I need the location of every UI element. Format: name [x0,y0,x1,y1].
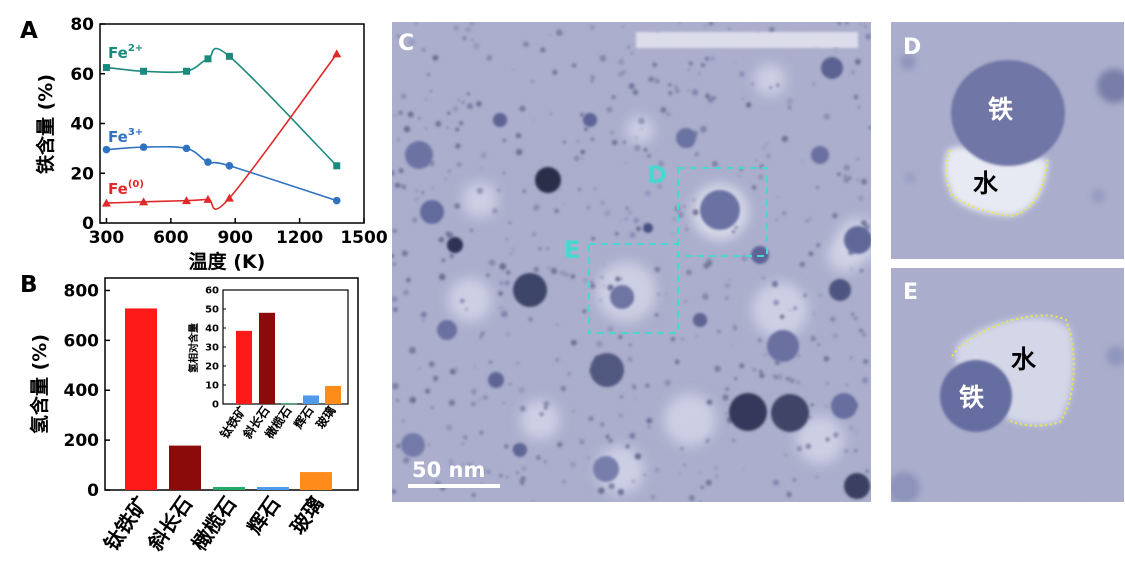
panel-label-d: D [903,35,921,60]
series-label-2: Fe(0) [108,179,144,198]
inset-y-tick-label: 60 [205,286,219,297]
y-tick-label-b: 600 [64,331,100,351]
x-axis-label-a: 温度 (K) [189,250,266,273]
data-point [332,49,342,58]
data-point [225,161,234,170]
zoom-box-label-e: E [564,236,580,264]
data-point [102,145,111,154]
data-point [332,196,341,205]
data-point [204,158,212,166]
inset-y-tick-label: 20 [205,362,219,373]
panel-e-zoom [891,268,1124,502]
y-tick-label-b: 0 [87,481,99,501]
series-line-1 [106,145,337,202]
y-axis-a: 0 20 40 60 80 [70,15,105,234]
x-tick-label-a: 1200 [276,228,323,248]
category-label-b: 钛铁矿 [99,492,153,555]
series-labels-a: Fe2+ Fe3+ Fe(0) [108,43,144,198]
y-tick-label-b: 200 [64,431,100,451]
y-tick-label-a: 80 [70,15,94,35]
panel-label-a: A [20,18,38,44]
data-point [333,162,341,170]
x-tick-label-a: 1500 [340,228,387,248]
y-tick-label-a: 0 [82,214,94,234]
water-label-e: 水 [1011,345,1037,374]
iron-label-e: 铁 [959,383,984,412]
bar-1 [169,445,201,490]
y-tick-label-a: 40 [70,115,94,135]
data-point [181,196,191,205]
inset-bar-0 [236,330,252,404]
data-point [224,193,234,202]
y-axis-label-a: 铁含量 (%) [34,74,57,174]
water-outline-e [951,314,1075,427]
inset-category-label: 玻璃 [312,403,338,431]
panel-label-c: C [398,31,414,56]
water-outline-d [945,149,1049,218]
data-point [203,194,213,203]
series-label-1: Fe3+ [108,127,143,146]
iron-label-d: 铁 [988,95,1013,124]
water-label-d: 水 [973,169,999,198]
inset-bar-2 [281,403,297,405]
inset-bar-4 [325,385,341,404]
series-group-a [101,47,342,210]
y-axis-b: 0 200 400 600 800 [64,281,110,501]
bar-3 [257,487,289,490]
inset-y-tick-label: 10 [205,381,219,392]
bar-2 [213,487,245,490]
data-point [182,144,191,153]
data-point [182,67,190,75]
zoom-box-label-d: D [647,161,667,189]
inset-bar-1 [259,312,275,404]
inset-y-tick-label: 0 [212,400,219,411]
y-axis-label-b: 氢含量 (%) [28,334,51,434]
inset-y-tick-label: 40 [205,324,219,335]
x-tick-label-a: 600 [153,228,189,248]
redacted-strip [636,32,858,48]
inset-bar-3 [303,395,319,404]
data-point [204,55,212,63]
data-point [139,143,148,151]
inset-y-tick-label: 30 [205,343,219,354]
series-label-0: Fe2+ [108,43,143,62]
y-tick-label-a: 60 [70,65,94,85]
data-point [102,64,110,72]
inset-category-label: 辉石 [291,404,316,432]
panel-label-b: B [20,272,38,298]
inset-bars [236,312,341,405]
data-point [225,52,233,60]
panel-label-e: E [903,280,918,305]
scale-bar-label: 50 nm [412,458,485,482]
bar-4 [300,472,332,490]
panel-a-line-chart: A 0 20 40 60 80 300 600 900 1200 1500 铁含量 (%) 温度… [20,15,388,273]
y-tick-label-a: 20 [70,164,94,184]
panel-c-micrograph [392,22,871,502]
bar-0 [125,308,157,490]
panel-d-zoom [891,22,1124,259]
category-label-b: 橄榄石 [187,492,241,555]
data-point [101,198,111,207]
bars-b [125,308,332,490]
x-tick-label-a: 900 [217,228,253,248]
y-tick-label-b: 800 [64,281,100,301]
category-label-b: 斜长石 [142,492,197,556]
data-point [140,67,148,75]
x-axis-a: 300 600 900 1200 1500 [89,218,388,248]
zoom-box-d [677,167,768,257]
inset-y-axis: 0 10 20 30 40 50 60 [205,286,226,411]
category-label-b: 辉石 [242,492,285,539]
data-point [139,197,149,206]
y-tick-label-b: 400 [64,381,100,401]
inset-y-tick-label: 50 [205,305,219,316]
zoom-box-e [588,243,679,334]
x-tick-label-a: 300 [89,228,125,248]
inset-y-axis-label: 氢相对含量 [187,323,200,373]
category-label-b: 玻璃 [285,492,328,539]
